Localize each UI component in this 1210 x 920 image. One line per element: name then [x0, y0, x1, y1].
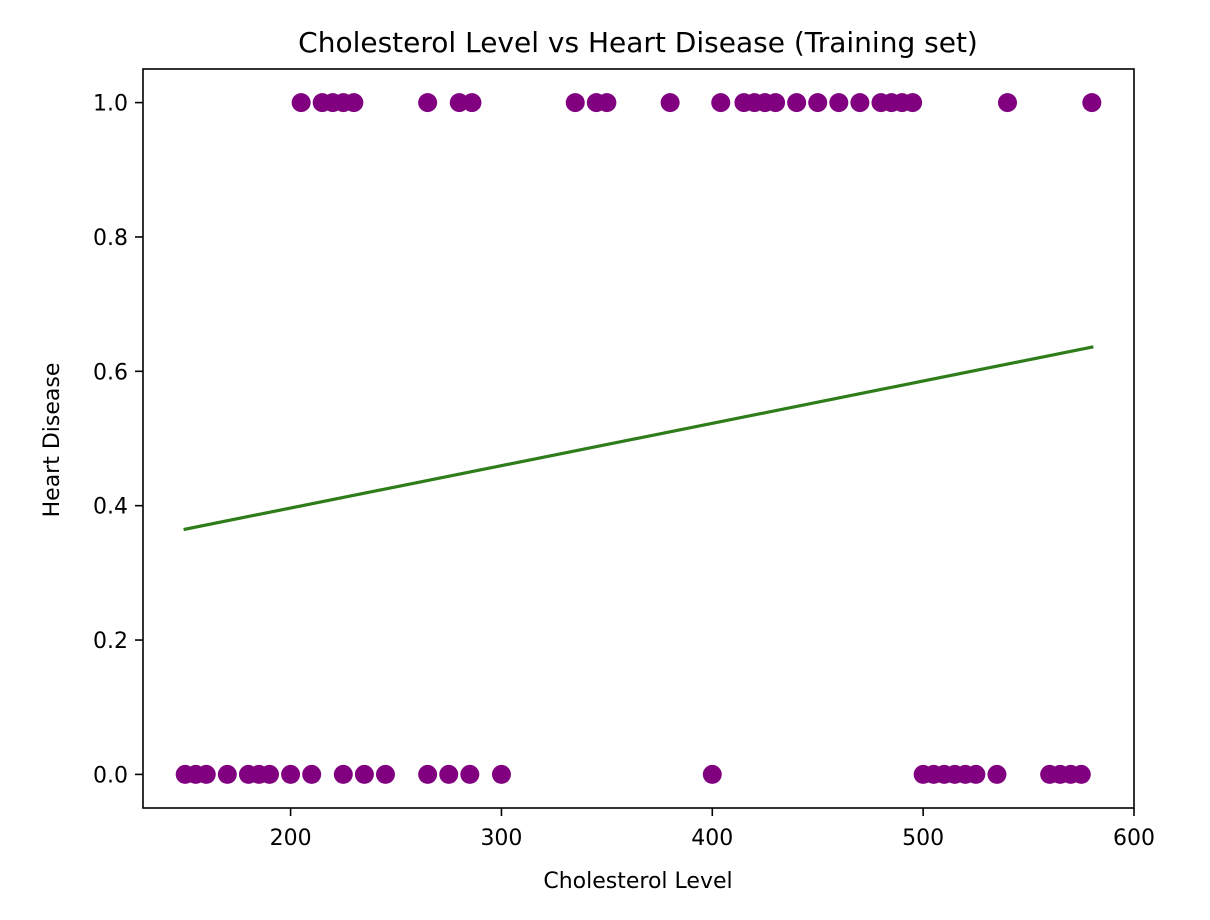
data-point [766, 93, 786, 113]
data-point [462, 93, 482, 113]
marks-layer [175, 93, 1102, 784]
data-point [491, 764, 511, 784]
data-point [196, 764, 216, 784]
data-point [281, 764, 301, 784]
data-point [1071, 764, 1091, 784]
x-tick-label: 500 [902, 826, 944, 851]
data-point [565, 93, 585, 113]
y-tick-label: 0.4 [93, 495, 128, 520]
data-point [903, 93, 923, 113]
chart-title: Cholesterol Level vs Heart Disease (Trai… [298, 26, 978, 59]
data-point [217, 764, 237, 784]
data-point [418, 764, 438, 784]
data-point [850, 93, 870, 113]
data-point [344, 93, 364, 113]
x-tick-label: 200 [270, 826, 312, 851]
y-tick-label: 0.6 [93, 360, 128, 385]
data-point [702, 764, 722, 784]
x-tick-label: 600 [1113, 826, 1155, 851]
y-tick-label: 0.2 [93, 629, 128, 654]
y-axis-title: Heart Disease [40, 363, 65, 518]
x-tick-label: 300 [480, 826, 522, 851]
x-axis-title: Cholesterol Level [543, 869, 732, 894]
y-tick-label: 0.0 [93, 763, 128, 788]
x-tick-label: 400 [691, 826, 733, 851]
data-point [1082, 93, 1102, 113]
data-point [660, 93, 680, 113]
data-point [439, 764, 459, 784]
y-tick-label: 0.8 [93, 226, 128, 251]
text-layer: Cholesterol Level vs Heart Disease (Trai… [40, 26, 978, 894]
data-point [354, 764, 374, 784]
data-point [291, 93, 311, 113]
data-point [597, 93, 617, 113]
data-point [997, 93, 1017, 113]
data-point [711, 93, 731, 113]
data-point [808, 93, 828, 113]
axes-layer: 200 300 400 500 600 0.0 0.2 0.4 0.6 0.8 1.0 [93, 68, 1155, 851]
data-point [333, 764, 353, 784]
data-point [418, 93, 438, 113]
data-point [987, 764, 1007, 784]
y-tick-label: 1.0 [93, 92, 128, 117]
data-point [829, 93, 849, 113]
plot-frame [142, 68, 1135, 809]
data-point [787, 93, 807, 113]
regression-line [183, 345, 1094, 532]
data-point [460, 764, 480, 784]
data-point [302, 764, 322, 784]
data-point [260, 764, 280, 784]
data-point [375, 764, 395, 784]
data-point [966, 764, 986, 784]
